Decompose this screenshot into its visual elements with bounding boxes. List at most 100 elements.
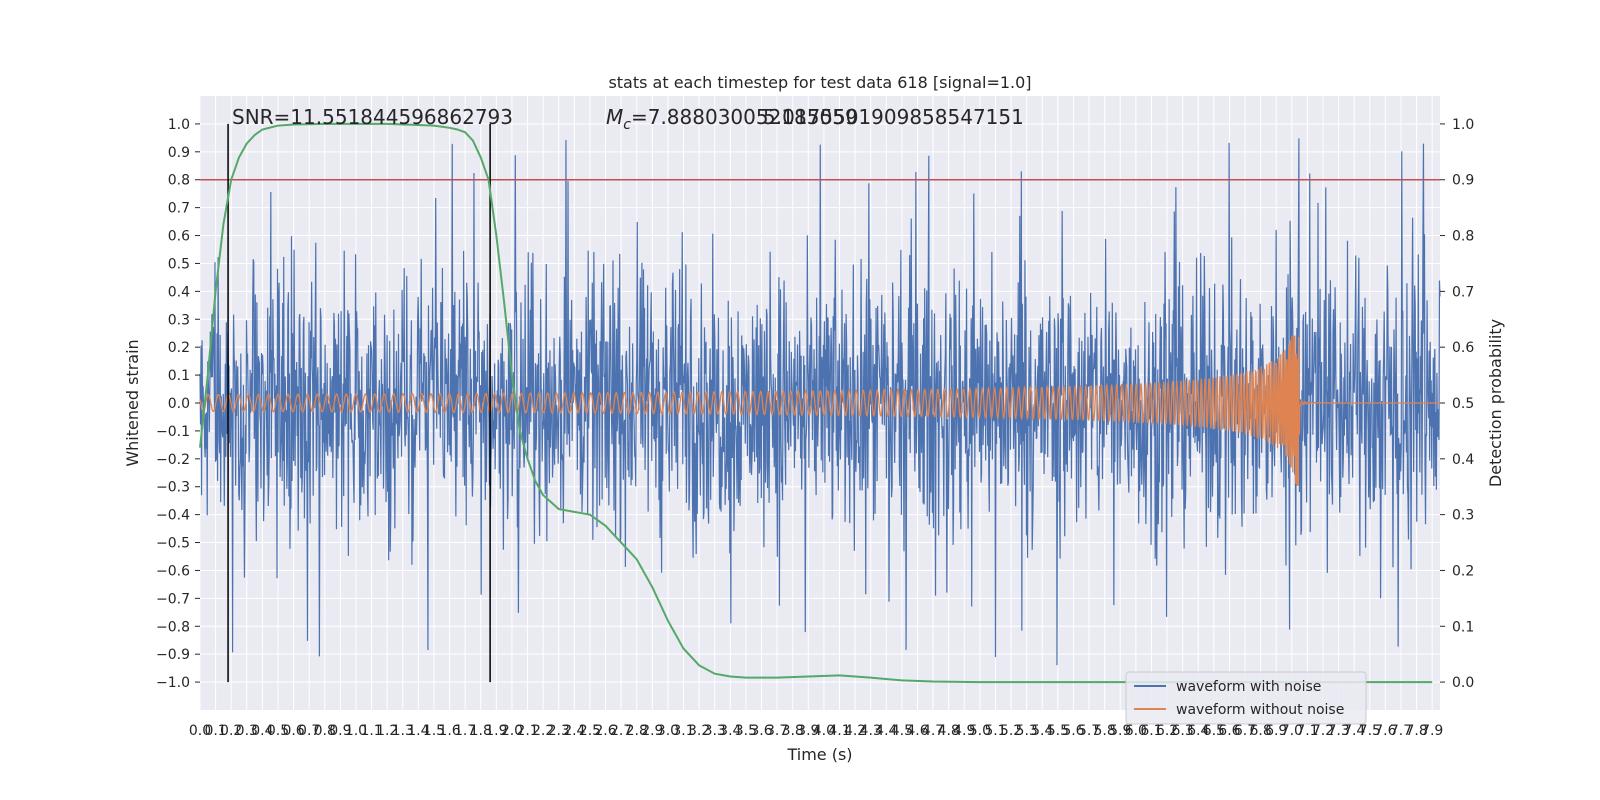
x-tick-label: 0.7 bbox=[298, 723, 320, 739]
y2-tick-label: 0.7 bbox=[1452, 284, 1474, 300]
y2-tick-label: 0.0 bbox=[1452, 675, 1474, 691]
x-tick-label: 5.8 bbox=[1094, 723, 1116, 739]
x-tick-label: 1.1 bbox=[360, 723, 382, 739]
y-tick-label: 0.2 bbox=[168, 340, 190, 356]
y-tick-label: −0.6 bbox=[156, 563, 190, 579]
x-tick-label: 0.5 bbox=[267, 723, 289, 739]
x-tick-label: 5.7 bbox=[1078, 723, 1100, 739]
x-tick-label: 5.3 bbox=[1016, 723, 1038, 739]
x-tick-label: 7.2 bbox=[1312, 723, 1334, 739]
y-tick-label: 0.3 bbox=[168, 312, 190, 328]
y-tick-label: 1.0 bbox=[168, 117, 190, 133]
x-tick-label: 7.3 bbox=[1327, 723, 1349, 739]
y-tick-label: 0.4 bbox=[168, 284, 190, 300]
y-axis-right-ticks: 1.0 0.9 0.8 0.7 0.6 0.5 0.4 0.3 0.2 0.1 0.0 bbox=[1440, 117, 1474, 691]
y2-tick-label: 0.1 bbox=[1452, 619, 1474, 635]
legend-label-clean: waveform without noise bbox=[1176, 702, 1344, 718]
x-tick-label: 2.3 bbox=[548, 723, 570, 739]
x-tick-label: 3.1 bbox=[672, 723, 694, 739]
x-tick-label: 6.8 bbox=[1249, 723, 1271, 739]
x-tick-label: 2.0 bbox=[501, 723, 523, 739]
y-tick-label: −0.8 bbox=[156, 619, 190, 635]
x-tick-label: 0.2 bbox=[220, 723, 242, 739]
x-tick-label: 5.5 bbox=[1047, 723, 1069, 739]
x-tick-label: 3.7 bbox=[766, 723, 788, 739]
x-tick-label: 6.3 bbox=[1172, 723, 1194, 739]
x-axis-label: Time (s) bbox=[786, 745, 852, 764]
y-tick-label: 0.1 bbox=[168, 368, 190, 384]
x-tick-label: 6.2 bbox=[1156, 723, 1178, 739]
x-tick-label: 2.9 bbox=[641, 723, 663, 739]
chirp-trace bbox=[199, 335, 1440, 486]
x-tick-label: 0.6 bbox=[282, 723, 304, 739]
x-tick-label: 3.9 bbox=[797, 723, 819, 739]
x-tick-label: 0.1 bbox=[204, 723, 226, 739]
x-tick-label: 4.9 bbox=[953, 723, 975, 739]
x-tick-label: 3.8 bbox=[782, 723, 804, 739]
x-tick-label: 6.6 bbox=[1218, 723, 1240, 739]
y2-tick-label: 1.0 bbox=[1452, 117, 1474, 133]
x-tick-label: 1.3 bbox=[392, 723, 414, 739]
y2-tick-label: 0.3 bbox=[1452, 508, 1474, 524]
y2-tick-label: 0.6 bbox=[1452, 340, 1474, 356]
y-tick-label: 0.5 bbox=[168, 256, 190, 272]
y-tick-label: −0.3 bbox=[156, 480, 190, 496]
detection-probability-series bbox=[199, 122, 1433, 684]
y2-tick-label: 0.8 bbox=[1452, 229, 1474, 245]
overlap-annotation: 5.0175501909858547151 bbox=[763, 105, 1024, 129]
y-tick-label: 0.9 bbox=[168, 145, 190, 161]
x-tick-label: 7.1 bbox=[1296, 723, 1318, 739]
y2-tick-label: 0.4 bbox=[1452, 452, 1474, 468]
x-tick-label: 4.8 bbox=[938, 723, 960, 739]
x-tick-label: 6.7 bbox=[1234, 723, 1256, 739]
x-tick-label: 4.1 bbox=[828, 723, 850, 739]
x-tick-label: 2.1 bbox=[516, 723, 538, 739]
x-tick-label: 1.7 bbox=[454, 723, 476, 739]
x-tick-label: 0.4 bbox=[251, 723, 273, 739]
x-tick-label: 3.3 bbox=[704, 723, 726, 739]
x-tick-label: 7.8 bbox=[1405, 723, 1427, 739]
x-tick-label: 3.6 bbox=[750, 723, 772, 739]
x-tick-label: 6.0 bbox=[1125, 723, 1147, 739]
x-tick-label: 4.4 bbox=[875, 723, 897, 739]
x-tick-label: 7.4 bbox=[1343, 723, 1365, 739]
y-tick-label: −0.4 bbox=[156, 508, 190, 524]
y-axis-label: Whitened strain bbox=[123, 339, 142, 466]
x-tick-label: 6.5 bbox=[1203, 723, 1225, 739]
x-tick-label: 2.6 bbox=[594, 723, 616, 739]
y-tick-label: 0.8 bbox=[168, 173, 190, 189]
x-tick-label: 5.6 bbox=[1062, 723, 1084, 739]
x-tick-label: 5.1 bbox=[984, 723, 1006, 739]
y2-tick-label: 0.9 bbox=[1452, 173, 1474, 189]
y-tick-label: −0.9 bbox=[156, 647, 190, 663]
x-tick-label: 1.6 bbox=[438, 723, 460, 739]
y2-tick-label: 0.5 bbox=[1452, 396, 1474, 412]
waveform-with-noise-series bbox=[199, 138, 1441, 666]
snr-annotation: SNR=11.551844596862793 bbox=[232, 105, 513, 129]
x-tick-label: 1.5 bbox=[423, 723, 445, 739]
y-tick-label: −0.7 bbox=[156, 591, 190, 607]
chart-title: stats at each timestep for test data 618… bbox=[608, 73, 1031, 92]
x-tick-label: 4.5 bbox=[891, 723, 913, 739]
x-tick-label: 2.8 bbox=[626, 723, 648, 739]
y-tick-label: −1.0 bbox=[156, 675, 190, 691]
x-tick-label: 2.2 bbox=[532, 723, 554, 739]
x-tick-label: 3.0 bbox=[657, 723, 679, 739]
noise-trace bbox=[199, 138, 1441, 666]
x-tick-label: 4.3 bbox=[860, 723, 882, 739]
y2-axis-label: Detection probability bbox=[1486, 319, 1505, 487]
y-tick-label: −0.1 bbox=[156, 424, 190, 440]
x-tick-label: 7.5 bbox=[1359, 723, 1381, 739]
x-tick-label: 2.5 bbox=[579, 723, 601, 739]
y-tick-label: 0.0 bbox=[168, 396, 190, 412]
x-tick-label: 0.9 bbox=[329, 723, 351, 739]
x-axis-ticks: 0.00.10.20.30.40.50.60.70.80.91.01.11.21… bbox=[189, 723, 1443, 739]
legend-box bbox=[1125, 671, 1367, 725]
x-tick-label: 6.1 bbox=[1140, 723, 1162, 739]
legend: waveform with noise waveform without noi… bbox=[1125, 671, 1367, 725]
y-axis-left-ticks: 1.0 0.9 0.8 0.7 0.6 0.5 0.4 0.3 0.2 0.1 0.0 −0.1 −0.… bbox=[156, 117, 200, 691]
x-tick-label: 7.6 bbox=[1374, 723, 1396, 739]
x-tick-label: 1.0 bbox=[345, 723, 367, 739]
x-tick-label: 5.0 bbox=[969, 723, 991, 739]
y2-tick-label: 0.2 bbox=[1452, 563, 1474, 579]
